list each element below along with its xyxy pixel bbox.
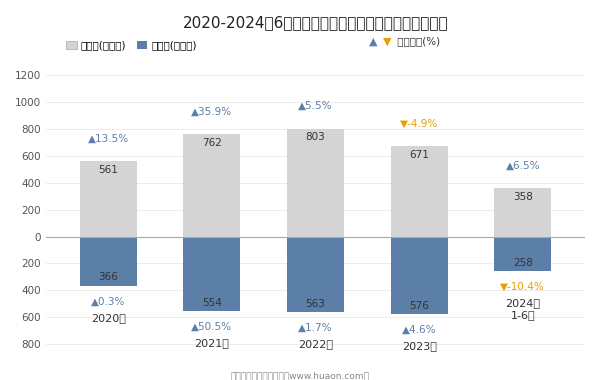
Text: ▲0.3%: ▲0.3%: [91, 296, 125, 306]
Text: 561: 561: [98, 165, 118, 174]
Bar: [80, 161, 137, 236]
Text: ▲13.5%: ▲13.5%: [88, 134, 129, 144]
Title: 2020-2024年6月青岛市商品收发货人所在地进、出口额: 2020-2024年6月青岛市商品收发货人所在地进、出口额: [183, 15, 448, 30]
Text: ▲35.9%: ▲35.9%: [191, 107, 232, 117]
Text: ▲: ▲: [370, 36, 378, 46]
Text: 2023年: 2023年: [402, 341, 437, 351]
Text: 制图：华经产业研究院（www.huaon.com）: 制图：华经产业研究院（www.huaon.com）: [230, 371, 370, 380]
Text: ▼-10.4%: ▼-10.4%: [500, 282, 545, 292]
Text: 366: 366: [98, 272, 118, 282]
Text: 258: 258: [513, 258, 533, 268]
Text: 762: 762: [202, 138, 222, 147]
Bar: [287, 129, 344, 236]
Text: ▲5.5%: ▲5.5%: [298, 101, 333, 111]
Bar: [494, 236, 551, 271]
Bar: [391, 146, 448, 236]
Bar: [184, 236, 241, 311]
Text: ▼-4.9%: ▼-4.9%: [400, 119, 439, 129]
Text: ▲4.6%: ▲4.6%: [402, 325, 436, 335]
Text: ▲50.5%: ▲50.5%: [191, 322, 232, 332]
Text: 576: 576: [409, 301, 429, 310]
Text: 554: 554: [202, 298, 222, 307]
Bar: [494, 188, 551, 236]
Text: ▼: ▼: [383, 36, 391, 46]
Bar: [184, 134, 241, 236]
Text: 563: 563: [305, 299, 325, 309]
Text: ▲1.7%: ▲1.7%: [298, 323, 333, 333]
Text: 2024年
1-6月: 2024年 1-6月: [505, 298, 541, 320]
Text: 671: 671: [409, 150, 429, 160]
Text: 2021年: 2021年: [194, 338, 229, 348]
Bar: [391, 236, 448, 314]
Bar: [80, 236, 137, 286]
Text: 358: 358: [513, 192, 533, 202]
Text: ▲6.5%: ▲6.5%: [506, 161, 540, 171]
Text: 同比增长(%): 同比增长(%): [394, 36, 440, 46]
Text: 2022年: 2022年: [298, 339, 333, 349]
Bar: [287, 236, 344, 312]
Text: 803: 803: [305, 132, 325, 142]
Legend: 出口额(亿美元), 进口额(亿美元): 出口额(亿美元), 进口额(亿美元): [62, 36, 201, 55]
Text: 2020年: 2020年: [91, 312, 126, 323]
